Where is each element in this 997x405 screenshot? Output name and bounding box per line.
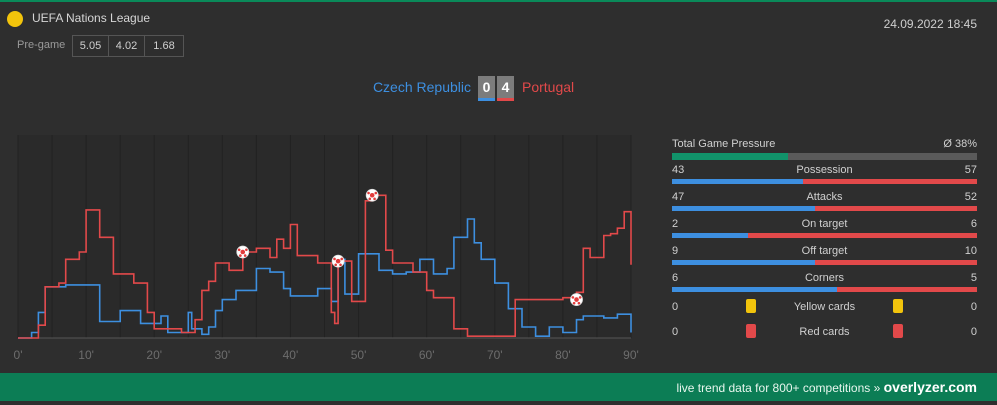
stat-label: Possession	[796, 164, 853, 176]
red-card-icon-home	[746, 324, 756, 338]
stat-label: On target	[801, 218, 848, 230]
red-cards-label: Red cards	[799, 326, 850, 338]
stat-bar-away	[803, 179, 977, 184]
pressure-value: Ø 38%	[943, 138, 977, 150]
stat-bar-away	[748, 233, 977, 238]
home-team-name[interactable]: Czech Republic	[372, 79, 471, 95]
stat-pressure: Total Game Pressure Ø 38%	[672, 138, 977, 164]
red-cards-away: 0	[970, 326, 977, 338]
pregame-odds: 5.05 4.02 1.68	[72, 35, 184, 57]
stat-label: Off target	[801, 245, 848, 257]
footer-banner[interactable]: live trend data for 800+ competitions » …	[0, 373, 997, 401]
goal-ball-icon	[331, 254, 345, 268]
pressure-bar	[672, 153, 977, 160]
pregame-label: Pre-game	[17, 39, 66, 51]
footer-brand[interactable]: overlyzer.com	[883, 379, 977, 395]
stat-bar	[672, 260, 977, 265]
stats-panel: Total Game Pressure Ø 38% 43 Possession 57…	[672, 138, 977, 349]
goal-ball-icon	[365, 188, 379, 202]
goal-ball-icon	[570, 293, 583, 306]
stat-away-value: 52	[964, 191, 977, 203]
odd-draw: 4.02	[109, 36, 145, 56]
scoreline: Czech Republic 0 4 Portugal	[0, 75, 997, 103]
stat-home-value: 9	[672, 245, 679, 257]
goal-ball-icon	[236, 245, 250, 259]
stat-away-value: 10	[964, 245, 977, 257]
x-tick-label: 80'	[555, 348, 571, 362]
yellow-cards-label: Yellow cards	[793, 301, 856, 313]
yellow-card-icon-away	[893, 299, 903, 313]
odd-away: 1.68	[153, 40, 175, 52]
stat-bar-home	[672, 206, 816, 211]
home-score: 0	[478, 76, 495, 101]
stat-away-value: 5	[970, 272, 977, 284]
red-card-icon-away	[893, 324, 903, 338]
competition-name[interactable]: UEFA Nations League	[32, 11, 151, 25]
away-team-name[interactable]: Portugal	[522, 79, 575, 95]
stat-row-off-target: 9 Off target 10	[672, 245, 977, 272]
footer-promo[interactable]: live trend data for 800+ competitions » …	[676, 379, 977, 395]
stat-home-value: 2	[672, 218, 679, 230]
stat-row-attacks: 47 Attacks 52	[672, 191, 977, 218]
stat-away-value: 6	[970, 218, 977, 230]
stat-bar	[672, 233, 977, 238]
red-cards-home: 0	[672, 326, 679, 338]
stat-row-corners: 6 Corners 5	[672, 272, 977, 299]
stat-bar-away	[815, 260, 977, 265]
x-tick-label: 70'	[487, 348, 503, 362]
footer-promo-text: live trend data for 800+ competitions »	[676, 381, 881, 395]
stat-bar-home	[672, 233, 749, 238]
stat-label: Attacks	[806, 191, 843, 203]
stat-away-value: 57	[964, 164, 977, 176]
away-score: 4	[497, 76, 514, 101]
stat-bar-home	[672, 179, 804, 184]
pressure-trend-chart: 0' 10' 20' 30' 40' 50' 60' 70' 80' 90'	[14, 135, 639, 362]
pressure-bar-fill	[672, 153, 788, 160]
odd-home: 5.05	[73, 36, 109, 56]
stat-bar-home	[672, 260, 816, 265]
stat-bar	[672, 287, 977, 292]
x-tick-label: 40'	[283, 348, 299, 362]
competition-icon	[7, 11, 23, 27]
away-pressure-line	[18, 194, 632, 339]
stat-yellow-cards: 0 Yellow cards 0	[672, 299, 977, 324]
match-datetime: 24.09.2022 18:45	[883, 17, 977, 31]
x-tick-label: 10'	[78, 348, 94, 362]
stat-bar	[672, 179, 977, 184]
stat-home-value: 6	[672, 272, 679, 284]
stat-home-value: 47	[672, 191, 685, 203]
x-tick-label: 50'	[351, 348, 367, 362]
stat-label: Corners	[804, 272, 845, 284]
stat-row-on-target: 2 On target 6	[672, 218, 977, 245]
yellow-cards-home: 0	[672, 301, 679, 313]
yellow-cards-away: 0	[970, 301, 977, 313]
stat-row-possession: 43 Possession 57	[672, 164, 977, 191]
stat-red-cards: 0 Red cards 0	[672, 324, 977, 349]
stat-home-value: 43	[672, 164, 685, 176]
x-tick-label: 60'	[419, 348, 435, 362]
top-accent-line	[0, 0, 997, 2]
stat-bar-home	[672, 287, 837, 292]
x-tick-label: 0'	[14, 348, 23, 362]
yellow-card-icon-home	[746, 299, 756, 313]
x-tick-label: 20'	[146, 348, 162, 362]
stat-bar-away	[836, 287, 977, 292]
stat-bar-away	[815, 206, 977, 211]
stat-bar	[672, 206, 977, 211]
pressure-label: Total Game Pressure	[672, 138, 776, 150]
x-tick-label: 30'	[215, 348, 231, 362]
x-tick-label: 90'	[623, 348, 639, 362]
